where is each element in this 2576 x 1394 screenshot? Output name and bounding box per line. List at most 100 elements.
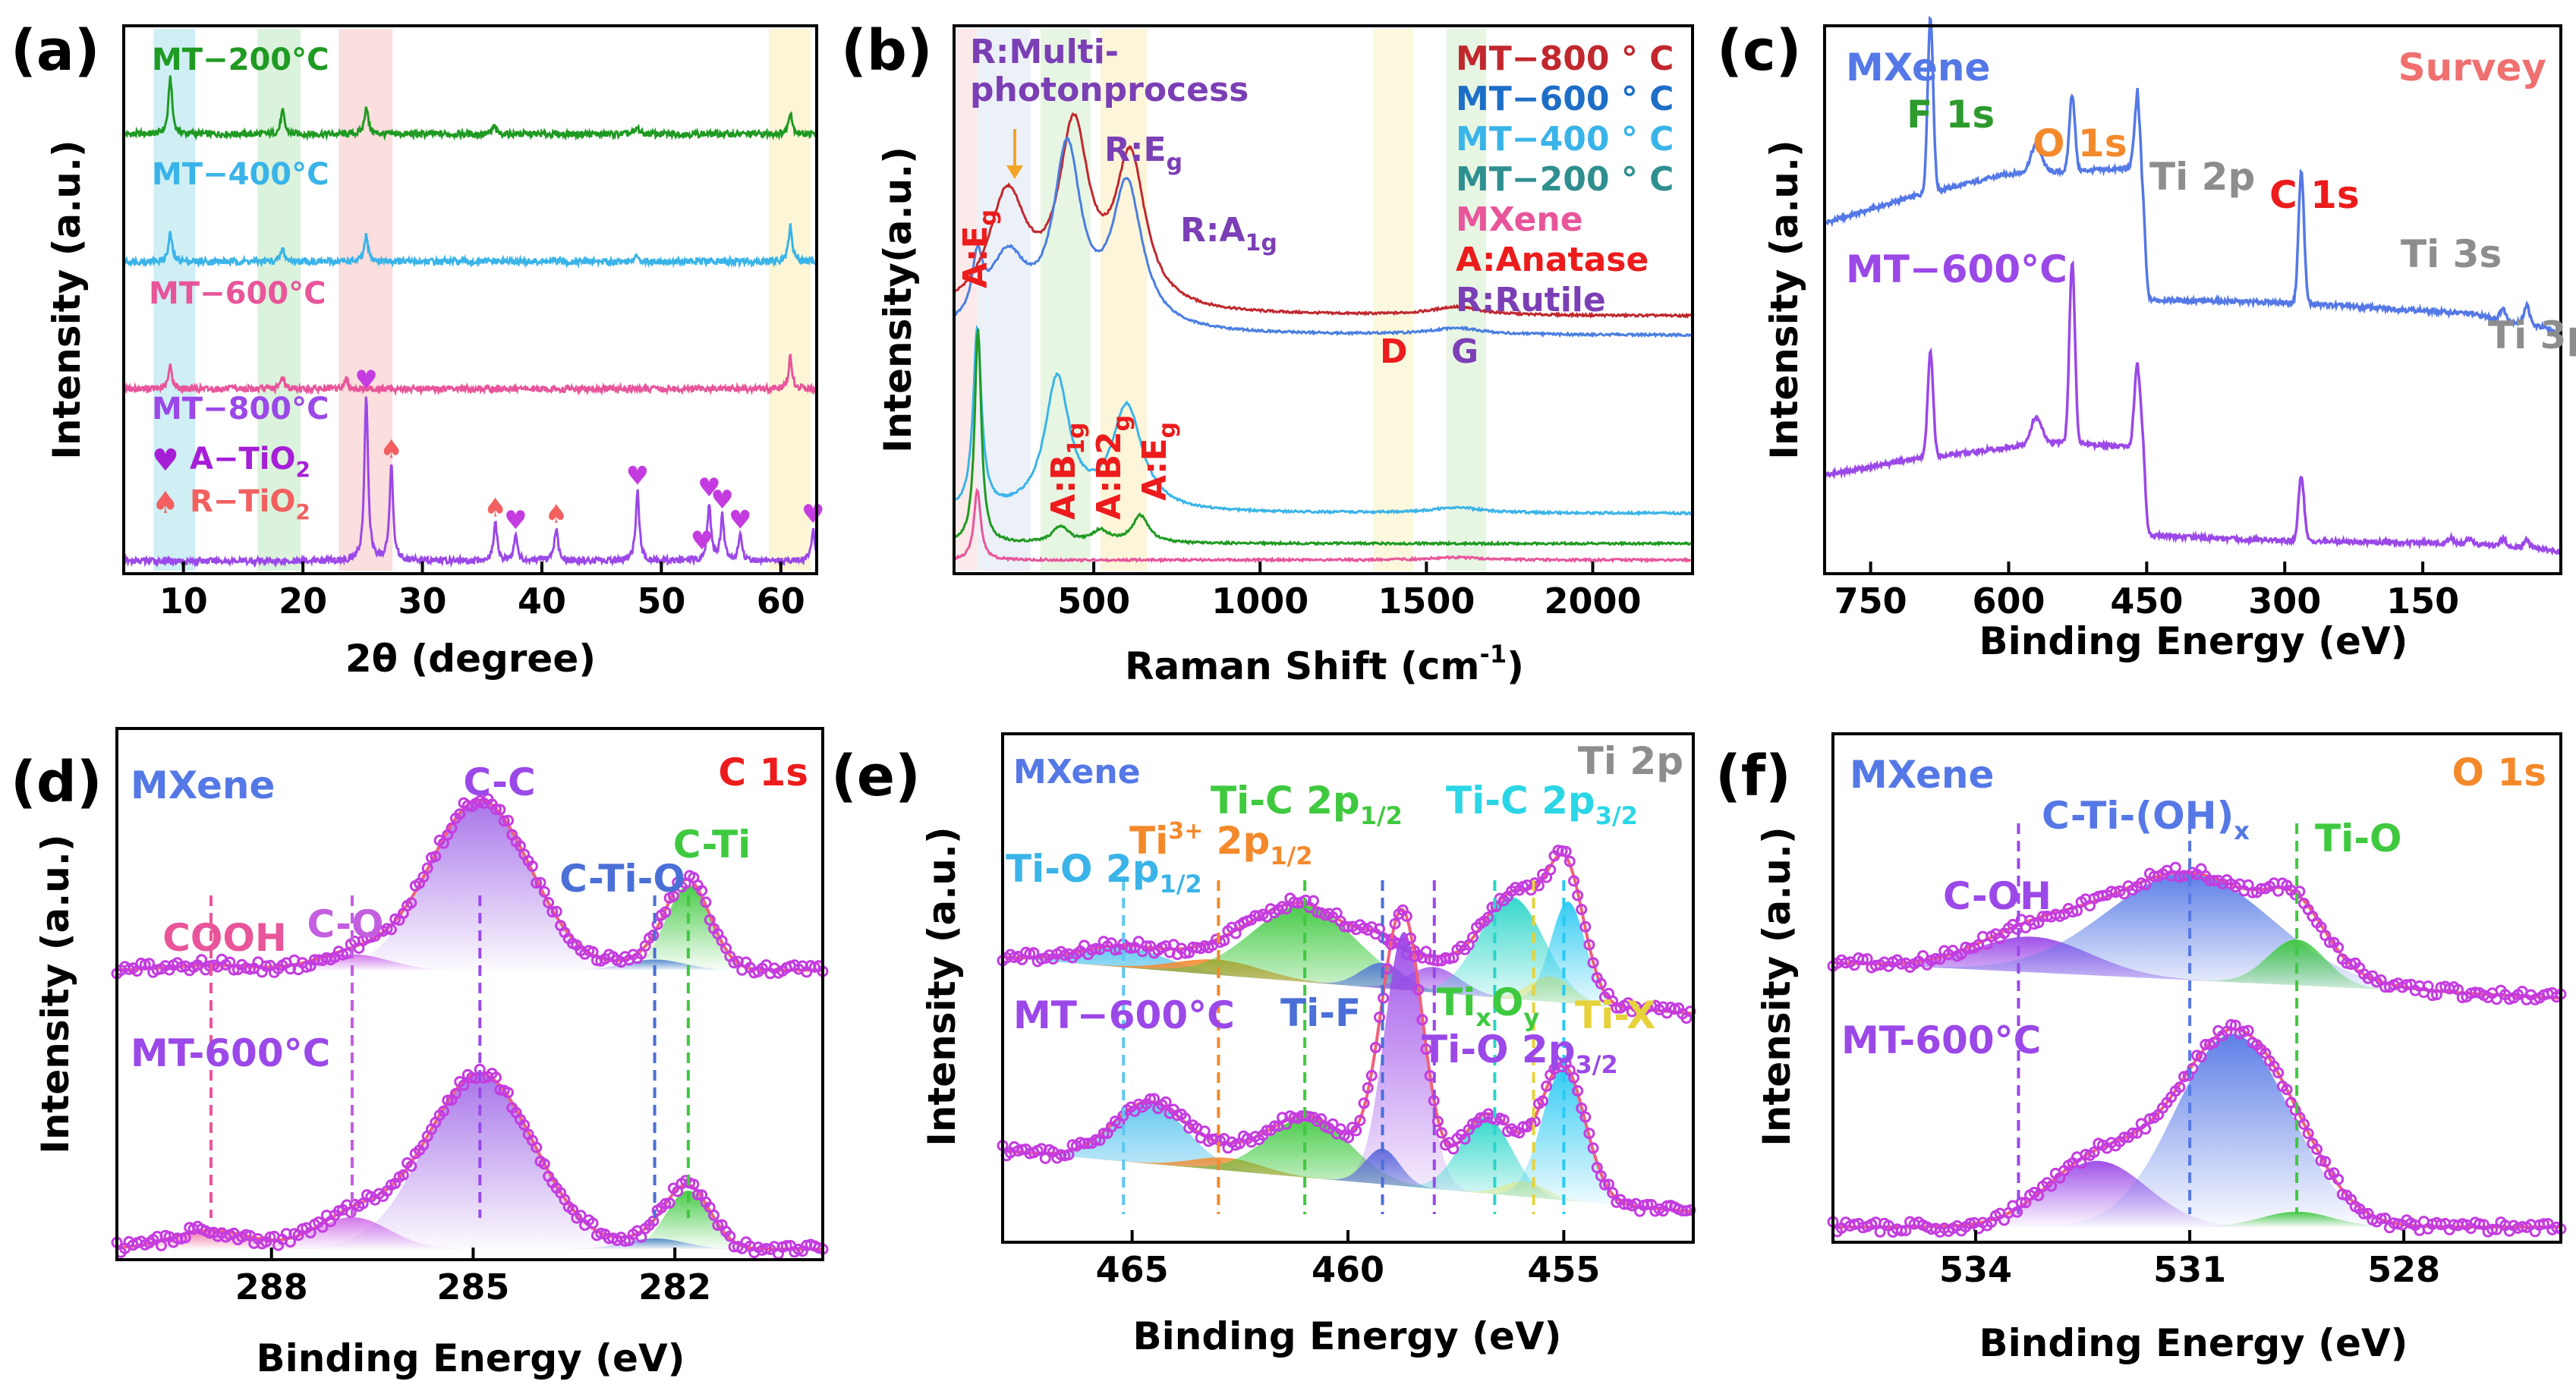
f-data-point <box>2401 979 2413 991</box>
e-data-point <box>1350 1125 1362 1137</box>
d-data-point <box>526 860 538 872</box>
d-data-point <box>442 1094 454 1106</box>
b-ticks: 500 1000 1500 2000 <box>1057 562 1642 621</box>
d-data-point <box>494 804 506 816</box>
a-legend-600: MT−600°C <box>149 276 326 311</box>
f-data-point <box>2033 1190 2045 1201</box>
e-data-point <box>1579 920 1592 933</box>
e-data-point <box>1358 1097 1370 1109</box>
e-data-point <box>1079 1138 1090 1150</box>
f-data-point <box>2486 1223 2499 1235</box>
f-data-point <box>2332 1173 2345 1185</box>
b-anno-multiphoton-1: R:Multi- <box>970 33 1119 71</box>
d-data-point <box>438 1105 449 1117</box>
e-x-axis-title: Binding Energy (eV) <box>1133 1314 1562 1358</box>
d-data-point <box>397 1169 409 1181</box>
b-legend-anatase: A:Anatase <box>1456 241 1649 279</box>
a-series-line <box>122 396 817 568</box>
d-data-point <box>430 851 442 863</box>
c-anno-o1s: O 1s <box>2033 121 2127 165</box>
f-data-point <box>1900 1225 1912 1237</box>
f-x-tick-label: 528 <box>2367 1249 2440 1290</box>
c-anno-f1s: F 1s <box>1907 93 1995 137</box>
a-phase-marker: ♥ <box>729 505 751 535</box>
d-data-point <box>417 871 430 883</box>
e-data-point <box>1338 920 1350 933</box>
f-series <box>1827 861 2567 1238</box>
b-legend-800: MT−800 ° C <box>1456 39 1674 78</box>
e-data-point <box>1595 977 1607 990</box>
d-anno-c1s: C 1s <box>718 750 808 795</box>
f-data-point <box>2272 1067 2285 1079</box>
a-panel-label: (a) <box>11 18 100 83</box>
e-data-point <box>1416 1014 1428 1026</box>
d-anno-ctio: C-Ti-O <box>559 857 685 901</box>
c-series-line <box>1823 260 2562 556</box>
panel-c: 750 600 450 300 150 (c) Intensity (a.u.) Bin… <box>1717 15 2576 663</box>
a-series-line <box>122 354 817 397</box>
a-phase-marker: ♥ <box>354 365 377 395</box>
a-highlight-band <box>257 29 301 571</box>
f-data-point <box>2127 1127 2139 1139</box>
f-data-point <box>1895 1225 1907 1237</box>
f-x-tick-label: 534 <box>1939 1249 2012 1290</box>
f-anno-mxene: MXene <box>1850 753 1994 797</box>
e-anno-tic-three: Ti-C 2p3/2 <box>1446 779 1638 830</box>
e-data-point <box>1560 845 1572 857</box>
c-anno-ti2p: Ti 2p <box>2149 155 2255 199</box>
panel-d: 288 285 282 (d) Intensity (a.u.) Binding E… <box>11 727 829 1380</box>
d-series <box>111 793 829 1260</box>
a-x-axis-title: 2θ (degree) <box>345 637 596 681</box>
b-highlight-band <box>977 29 1031 571</box>
e-data-point <box>1587 957 1599 969</box>
panel-f: 534 531 528 (f) Intensity (a.u.) Binding E… <box>1715 732 2567 1365</box>
c-x-tick-label: 750 <box>1834 581 1907 621</box>
d-data-point <box>518 1119 531 1131</box>
d-data-point <box>316 1221 329 1233</box>
c-anno-mt600: MT−600°C <box>1846 247 2067 291</box>
f-anno-mt600: MT-600°C <box>1841 1018 2041 1062</box>
d-component-fill <box>117 1191 823 1249</box>
e-data-point <box>1607 1187 1619 1199</box>
f-panel-label: (f) <box>1715 744 1791 809</box>
e-data-point <box>1400 910 1412 922</box>
f-data-point <box>2490 993 2502 1005</box>
d-data-point <box>385 924 397 936</box>
d-x-tick-label: 288 <box>235 1267 308 1307</box>
a-phase-marker: ♠ <box>545 499 568 530</box>
e-data-point <box>1160 1096 1172 1108</box>
c-x-tick-label: 300 <box>2248 581 2321 621</box>
e-x-tick-label: 460 <box>1312 1249 1384 1290</box>
b-series-line <box>953 329 1693 547</box>
e-data-point <box>1389 917 1401 930</box>
e-data-point <box>1572 1085 1584 1097</box>
d-data-point <box>179 1232 191 1244</box>
e-data-point <box>1412 983 1425 996</box>
f-data-point <box>2281 1084 2293 1096</box>
f-data-point <box>2208 1037 2220 1049</box>
f-data-point <box>2298 1119 2310 1130</box>
c-x-axis-title: Binding Energy (eV) <box>1979 619 2408 663</box>
e-component-fill <box>1003 902 1693 1014</box>
d-component-fill <box>117 1074 823 1249</box>
b-legend-600: MT−600 ° C <box>1456 80 1674 118</box>
d-data-point <box>156 1239 167 1251</box>
b-anno-a-b2g: A:B2g <box>1090 415 1135 520</box>
d-data-point <box>724 1230 736 1242</box>
f-data-point <box>2195 1051 2207 1063</box>
b-bands <box>954 29 1487 571</box>
f-plot-frame <box>1831 732 2562 1244</box>
b-x-tick-label: 2000 <box>1544 581 1641 621</box>
e-data-point <box>1385 938 1397 950</box>
e-anno-tif: Ti-F <box>1280 991 1361 1035</box>
a-plot-frame <box>122 24 818 575</box>
c-anno-mxene: MXene <box>1846 46 1990 90</box>
f-data-point <box>2229 1019 2241 1031</box>
d-data-point <box>660 906 672 918</box>
e-data-point <box>1466 931 1479 943</box>
f-data-point <box>2375 1213 2387 1225</box>
f-data-point <box>2311 1144 2322 1156</box>
f-data-point <box>2174 1081 2186 1093</box>
b-legend-200: MT−200 ° C <box>1456 160 1674 199</box>
d-data-point <box>228 964 240 976</box>
